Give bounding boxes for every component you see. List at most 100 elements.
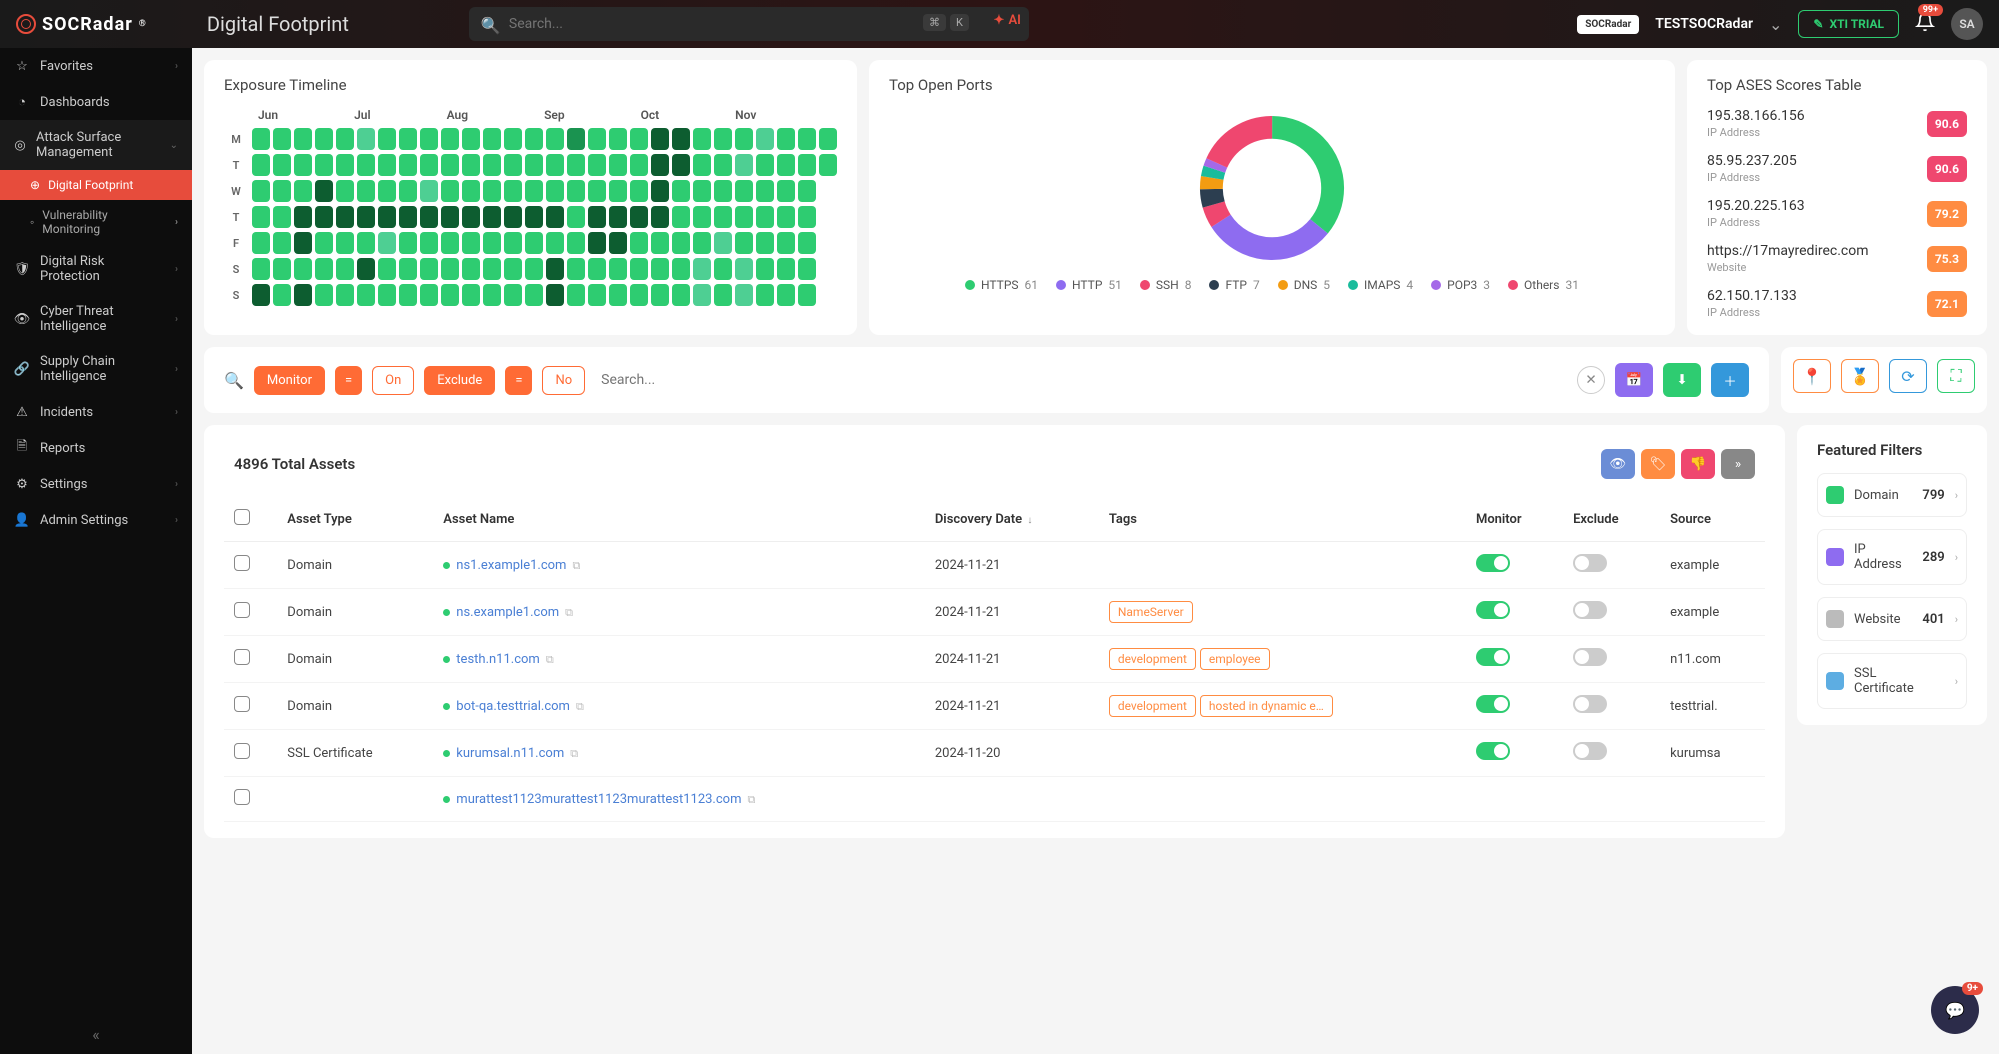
timeline-cell[interactable]	[756, 284, 774, 306]
timeline-cell[interactable]	[441, 258, 459, 280]
download-button[interactable]: ⬇	[1663, 363, 1701, 397]
asset-name-link[interactable]: kurumsal.n11.com	[456, 746, 564, 761]
table-header[interactable]: Discovery Date ↓	[925, 497, 1099, 542]
timeline-cell[interactable]	[294, 180, 312, 202]
timeline-cell[interactable]	[672, 232, 690, 254]
timeline-cell[interactable]	[672, 180, 690, 202]
timeline-cell[interactable]	[630, 284, 648, 306]
monitor-toggle[interactable]	[1476, 742, 1510, 760]
asset-tag[interactable]: development	[1109, 695, 1196, 717]
sidebar-item-incidents[interactable]: ⚠Incidents›	[0, 394, 192, 430]
sidebar-item-digital-risk-protection[interactable]: 🛡Digital Risk Protection›	[0, 244, 192, 294]
notifications-button[interactable]: 99+	[1915, 12, 1935, 36]
timeline-cell[interactable]	[546, 284, 564, 306]
timeline-cell[interactable]	[273, 232, 291, 254]
chat-fab[interactable]: 💬9+	[1931, 986, 1979, 1034]
legend-item[interactable]: IMAPS 4	[1348, 278, 1413, 292]
timeline-cell[interactable]	[609, 232, 627, 254]
timeline-cell[interactable]	[462, 128, 480, 150]
row-checkbox[interactable]	[234, 649, 250, 665]
exclude-toggle[interactable]	[1573, 695, 1607, 713]
timeline-cell[interactable]	[588, 206, 606, 228]
timeline-cell[interactable]	[315, 180, 333, 202]
timeline-cell[interactable]	[567, 284, 585, 306]
ases-row[interactable]: 62.150.17.133IP Address72.1	[1707, 288, 1967, 319]
row-checkbox[interactable]	[234, 696, 250, 712]
ases-row[interactable]: 85.95.237.205IP Address90.6	[1707, 153, 1967, 184]
copy-icon[interactable]: ⧉	[572, 559, 580, 572]
featured-filter-item[interactable]: Website401›	[1817, 597, 1967, 641]
sidebar-subitem-vulnerability-monitoring[interactable]: ◦Vulnerability Monitoring›	[0, 200, 192, 244]
asset-name-link[interactable]: testh.n11.com	[456, 652, 540, 667]
timeline-cell[interactable]	[567, 206, 585, 228]
timeline-cell[interactable]	[756, 154, 774, 176]
timeline-cell[interactable]	[756, 258, 774, 280]
timeline-cell[interactable]	[399, 180, 417, 202]
copy-icon[interactable]: ⧉	[576, 700, 584, 713]
featured-filter-item[interactable]: SSL Certificate›	[1817, 653, 1967, 709]
timeline-cell[interactable]	[525, 284, 543, 306]
timeline-cell[interactable]	[672, 128, 690, 150]
timeline-cell[interactable]	[420, 258, 438, 280]
timeline-cell[interactable]	[819, 284, 837, 306]
timeline-cell[interactable]	[630, 154, 648, 176]
table-header[interactable]	[224, 497, 277, 542]
asset-tag[interactable]: hosted in dynamic e…	[1200, 695, 1333, 717]
timeline-cell[interactable]	[294, 232, 312, 254]
timeline-cell[interactable]	[462, 206, 480, 228]
timeline-cell[interactable]	[504, 206, 522, 228]
asset-action-button[interactable]: 👁	[1601, 449, 1635, 479]
timeline-cell[interactable]	[756, 180, 774, 202]
timeline-cell[interactable]	[420, 128, 438, 150]
timeline-cell[interactable]	[441, 154, 459, 176]
timeline-cell[interactable]	[672, 206, 690, 228]
timeline-cell[interactable]	[546, 206, 564, 228]
timeline-cell[interactable]	[567, 128, 585, 150]
timeline-cell[interactable]	[588, 180, 606, 202]
timeline-cell[interactable]	[399, 154, 417, 176]
timeline-cell[interactable]	[777, 128, 795, 150]
timeline-cell[interactable]	[294, 284, 312, 306]
row-checkbox[interactable]	[234, 743, 250, 759]
timeline-cell[interactable]	[294, 258, 312, 280]
sidebar-item-admin-settings[interactable]: 👤Admin Settings›	[0, 502, 192, 538]
timeline-cell[interactable]	[420, 154, 438, 176]
timeline-cell[interactable]	[609, 284, 627, 306]
asset-name-link[interactable]: murattest1123murattest1123murattest1123.…	[456, 792, 741, 807]
timeline-cell[interactable]	[819, 154, 837, 176]
timeline-cell[interactable]	[777, 206, 795, 228]
timeline-cell[interactable]	[546, 180, 564, 202]
featured-filter-item[interactable]: IP Address289›	[1817, 529, 1967, 585]
timeline-cell[interactable]	[399, 258, 417, 280]
timeline-cell[interactable]	[441, 180, 459, 202]
timeline-cell[interactable]	[336, 232, 354, 254]
legend-item[interactable]: FTP 7	[1209, 278, 1259, 292]
clear-filter-button[interactable]: ✕	[1577, 366, 1605, 394]
timeline-cell[interactable]	[819, 206, 837, 228]
asset-tag[interactable]: NameServer	[1109, 601, 1193, 623]
timeline-cell[interactable]	[693, 284, 711, 306]
timeline-cell[interactable]	[714, 154, 732, 176]
exclude-toggle[interactable]	[1573, 554, 1607, 572]
timeline-cell[interactable]	[378, 154, 396, 176]
timeline-cell[interactable]	[378, 128, 396, 150]
timeline-cell[interactable]	[714, 206, 732, 228]
timeline-cell[interactable]	[504, 154, 522, 176]
timeline-cell[interactable]	[252, 232, 270, 254]
timeline-cell[interactable]	[693, 232, 711, 254]
timeline-cell[interactable]	[252, 206, 270, 228]
timeline-cell[interactable]	[483, 258, 501, 280]
timeline-cell[interactable]	[420, 180, 438, 202]
timeline-cell[interactable]	[504, 258, 522, 280]
timeline-cell[interactable]	[546, 232, 564, 254]
timeline-cell[interactable]	[420, 206, 438, 228]
timeline-cell[interactable]	[336, 206, 354, 228]
chevron-down-icon[interactable]: ⌄	[1769, 15, 1782, 34]
timeline-cell[interactable]	[315, 206, 333, 228]
timeline-cell[interactable]	[525, 232, 543, 254]
monitor-toggle[interactable]	[1476, 648, 1510, 666]
timeline-cell[interactable]	[273, 258, 291, 280]
timeline-cell[interactable]	[462, 154, 480, 176]
timeline-cell[interactable]	[294, 128, 312, 150]
ases-row[interactable]: 195.20.225.163IP Address79.2	[1707, 198, 1967, 229]
